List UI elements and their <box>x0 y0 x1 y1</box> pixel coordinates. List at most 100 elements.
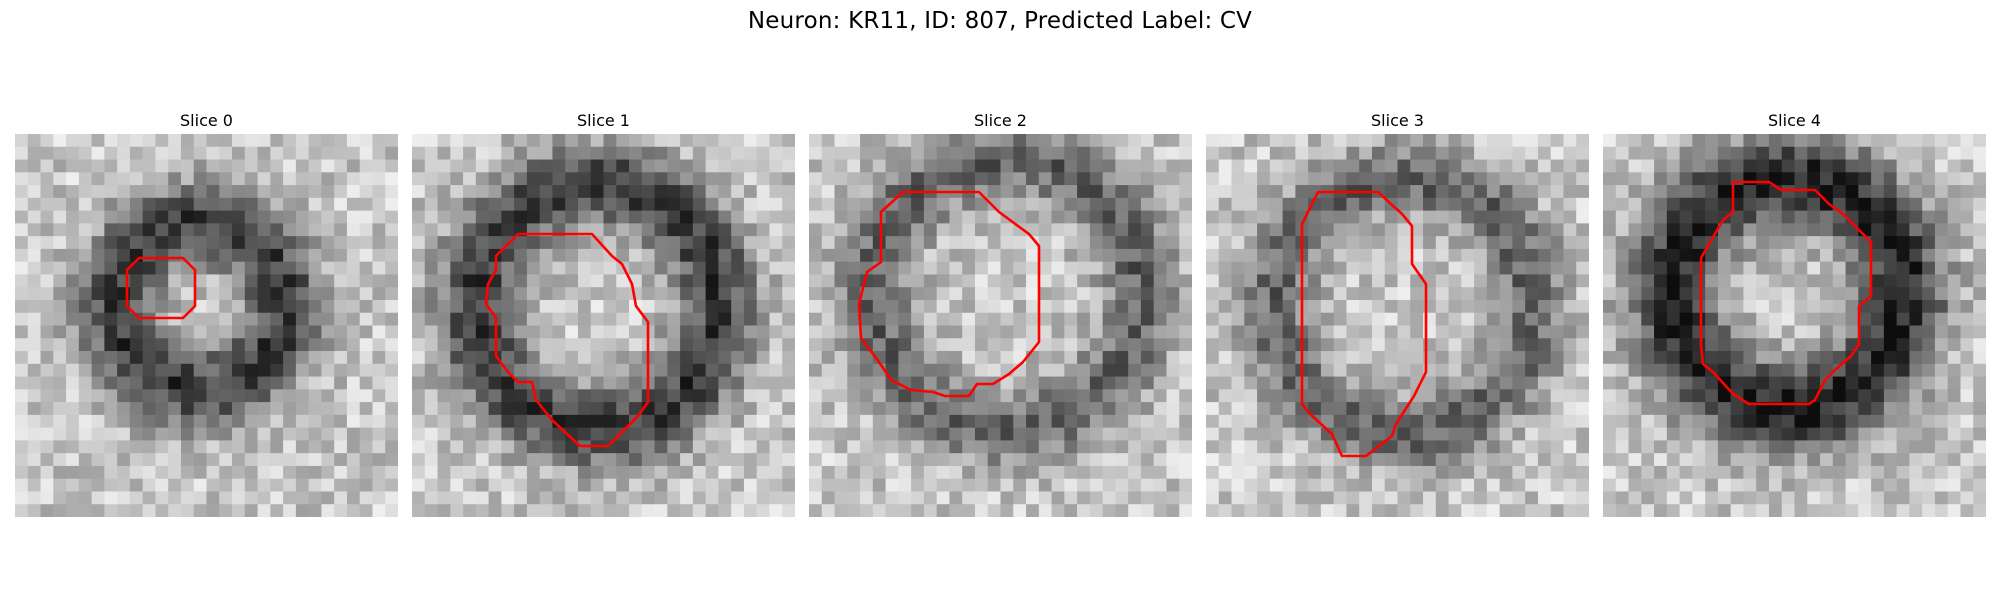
image-pixel <box>1781 427 1796 441</box>
image-pixel <box>1153 210 1168 224</box>
image-pixel <box>847 453 861 467</box>
roi-contour <box>484 232 650 448</box>
image-pixel <box>385 376 398 390</box>
image-pixel <box>1845 453 1859 467</box>
image-pixel <box>1666 287 1681 301</box>
image-pixel <box>743 172 758 186</box>
image-pixel <box>1947 389 1962 403</box>
image-pixel <box>1064 236 1078 250</box>
image-pixel <box>142 465 157 480</box>
image-pixel <box>1077 478 1091 493</box>
image-pixel <box>1615 414 1630 429</box>
image-pixel <box>1371 478 1386 493</box>
image-pixel <box>1794 325 1808 339</box>
image-pixel <box>1947 210 1962 224</box>
image-pixel <box>1282 248 1296 263</box>
image-pixel <box>1102 338 1116 352</box>
image-pixel <box>1000 172 1014 186</box>
image-pixel <box>501 491 515 505</box>
image-pixel <box>1934 453 1949 467</box>
image-pixel <box>1474 363 1488 378</box>
image-pixel <box>872 427 887 441</box>
image-pixel <box>424 185 439 199</box>
image-pixel <box>514 491 528 505</box>
image-pixel <box>193 210 208 224</box>
image-pixel <box>295 427 310 441</box>
image-pixel <box>743 159 758 173</box>
image-pixel <box>1026 248 1040 263</box>
image-pixel <box>308 312 322 327</box>
image-pixel <box>1295 465 1309 480</box>
image-pixel <box>1934 376 1949 390</box>
image-pixel <box>1756 287 1770 301</box>
image-pixel <box>821 223 836 237</box>
image-pixel <box>129 236 144 250</box>
image-pixel <box>1768 248 1783 263</box>
image-pixel <box>1153 274 1168 288</box>
image-pixel <box>1666 376 1681 390</box>
image-pixel <box>1410 504 1424 517</box>
image-pixel <box>475 134 490 148</box>
image-pixel <box>219 402 233 416</box>
image-pixel <box>987 338 1002 352</box>
image-pixel <box>346 159 361 173</box>
image-pixel <box>1743 453 1757 467</box>
image-pixel <box>590 172 605 186</box>
image-pixel <box>1743 402 1757 416</box>
image-pixel <box>244 172 259 186</box>
image-pixel <box>1320 338 1335 352</box>
image-pixel <box>936 274 951 288</box>
image-pixel <box>1615 351 1630 365</box>
image-pixel <box>1730 236 1745 250</box>
slice-panel-1: Slice 1 <box>412 108 795 517</box>
image-pixel <box>1525 146 1539 161</box>
image-pixel <box>308 376 322 390</box>
image-pixel <box>1730 312 1745 327</box>
image-pixel <box>1435 453 1450 467</box>
image-pixel <box>501 338 515 352</box>
image-pixel <box>1423 210 1437 224</box>
image-pixel <box>1537 363 1552 378</box>
image-pixel <box>1346 491 1360 505</box>
image-pixel <box>385 261 398 276</box>
image-pixel <box>270 504 284 517</box>
image-pixel <box>1320 440 1335 454</box>
image-pixel <box>1947 287 1962 301</box>
image-pixel <box>1537 287 1552 301</box>
image-pixel <box>782 440 795 454</box>
image-pixel <box>104 465 118 480</box>
image-pixel <box>1499 363 1513 378</box>
image-pixel <box>1615 134 1630 148</box>
image-pixel <box>1166 351 1180 365</box>
image-pixel <box>1461 210 1475 224</box>
image-pixel <box>117 197 131 212</box>
image-pixel <box>91 236 105 250</box>
image-pixel <box>1603 185 1617 199</box>
image-pixel <box>987 414 1002 429</box>
image-pixel <box>1384 465 1399 480</box>
image-pixel <box>1743 210 1757 224</box>
image-pixel <box>117 376 131 390</box>
image-pixel <box>1922 351 1936 365</box>
image-pixel <box>1705 504 1719 517</box>
image-pixel <box>1537 172 1552 186</box>
image-pixel <box>104 376 118 390</box>
image-pixel <box>769 376 783 390</box>
image-pixel <box>206 504 220 517</box>
image-pixel <box>1435 299 1450 314</box>
image-pixel <box>1512 299 1526 314</box>
image-pixel <box>641 287 656 301</box>
image-pixel <box>1231 159 1245 173</box>
image-pixel <box>372 478 386 493</box>
image-pixel <box>1282 312 1296 327</box>
image-pixel <box>1231 351 1245 365</box>
image-pixel <box>1550 210 1565 224</box>
image-pixel <box>1628 504 1642 517</box>
image-pixel <box>437 236 451 250</box>
image-pixel <box>1102 274 1116 288</box>
image-pixel <box>692 223 707 237</box>
image-pixel <box>1486 414 1501 429</box>
image-pixel <box>1000 389 1014 403</box>
image-pixel <box>552 287 566 301</box>
image-pixel <box>1064 134 1078 148</box>
